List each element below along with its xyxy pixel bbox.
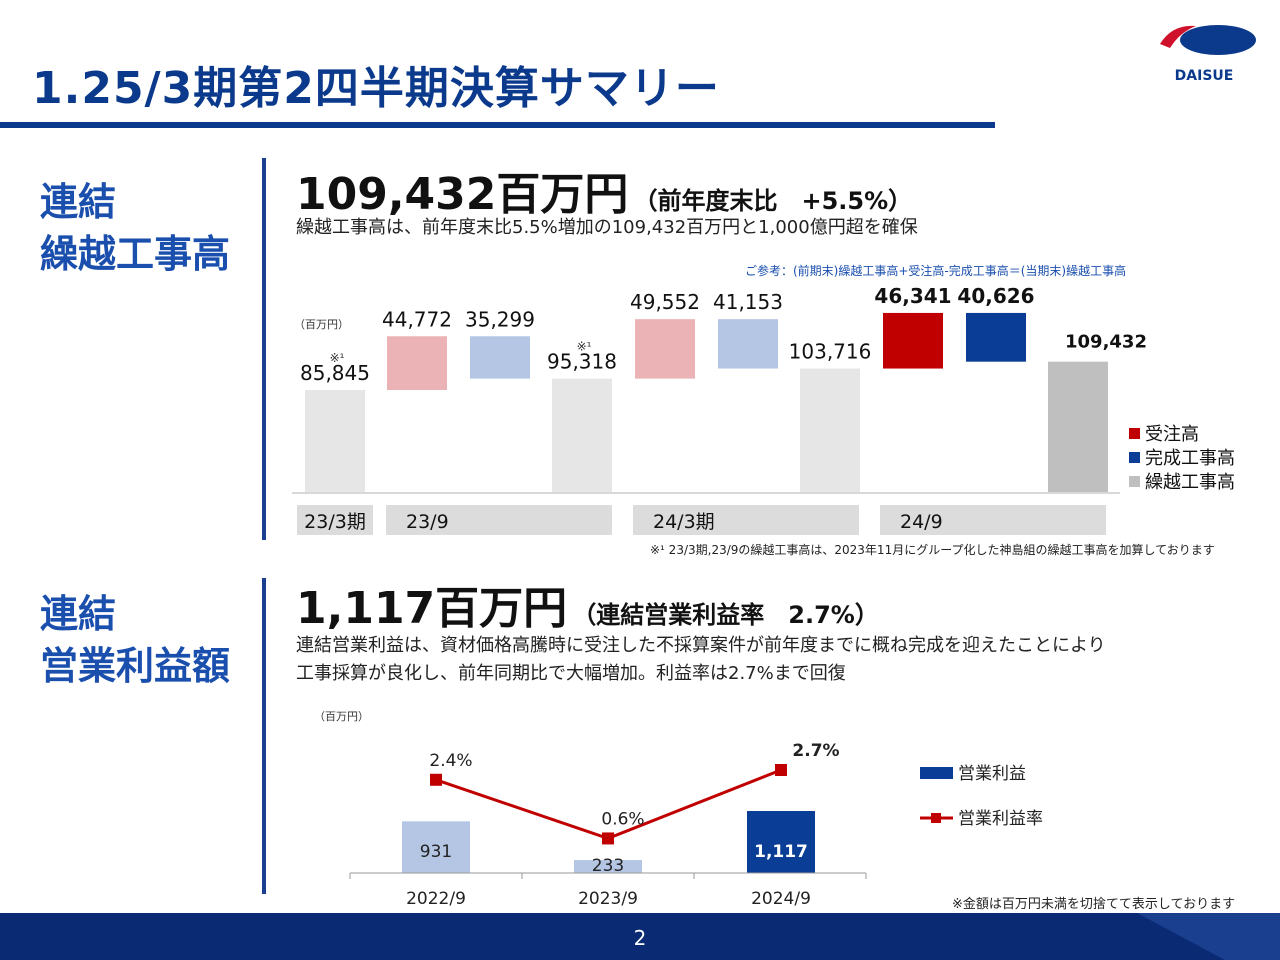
reference-formula-note: ご参考：(前期末)繰越工事高+受注高-完成工事高＝(当期末)繰越工事高 [745, 264, 1127, 278]
margin-label-2: 2.7% [792, 741, 839, 761]
profit-bar-1 [574, 860, 642, 873]
waterfall-value-label-4: 49,552 [630, 290, 700, 314]
waterfall-period-band-3 [880, 505, 1106, 535]
margin-label-1: 0.6% [601, 809, 644, 829]
waterfall-value-label-1: 44,772 [382, 307, 452, 331]
backlog-total-value: 109,432百万円 [296, 169, 629, 220]
waterfall-value-label-0: 85,845 [300, 361, 370, 385]
profit-bar-label-0: 931 [420, 842, 452, 862]
waterfall-period-label-2: 24/3期 [653, 511, 715, 533]
waterfall-value-label-3: 95,318 [547, 350, 617, 374]
waterfall-bar-backlog-9 [1048, 361, 1108, 493]
margin-marker-1 [602, 832, 614, 845]
profit-legend-label-line: 営業利益率 [958, 809, 1043, 829]
page-title: 1.25/3期第2四半期決算サマリー [32, 63, 720, 114]
waterfall-bar-completed-8 [966, 312, 1026, 362]
profit-bar-0 [402, 821, 470, 873]
section2-label-line2: 営業利益額 [40, 644, 231, 688]
margin-marker-2 [775, 764, 787, 776]
profit-legend-swatch-bar [920, 767, 953, 779]
waterfall-bar-completed-5 [718, 319, 778, 369]
waterfall-value-label-8: 40,626 [957, 284, 1034, 308]
waterfall-period-band-2 [633, 505, 859, 535]
waterfall-bar-completed-2 [470, 336, 530, 379]
waterfall-value-label-9: 109,432 [1065, 332, 1147, 353]
backlog-waterfall-chart: （百万円） 85,845※¹44,772 35,29995,318※¹49,552… [292, 284, 1235, 535]
operating-margin-note: （連結営業利益率 2.7%） [572, 601, 879, 629]
waterfall-period-label-1: 23/9 [406, 511, 449, 533]
waterfall-legend-label-0: 受注高 [1145, 424, 1199, 445]
waterfall-legend-swatch-0 [1129, 428, 1140, 439]
waterfall-bar-order-7 [883, 312, 943, 369]
logo-text: DAISUE [1175, 68, 1234, 84]
section1-headline: 109,432百万円 （前年度末比 +5.5%） [296, 158, 912, 222]
profit-bar-label-2: 1,117 [754, 842, 808, 862]
waterfall-bar-order-1 [387, 336, 447, 390]
waterfall-unit-label: （百万円） [294, 318, 349, 331]
margin-label-0: 2.4% [429, 751, 472, 771]
waterfall-bar-backlog-0 [305, 389, 365, 493]
section2-description-line1: 連結営業利益は、資材価格高騰時に受注した不採算案件が前年度までに概ね完成を迎えた… [296, 635, 1106, 656]
waterfall-legend-swatch-2 [1129, 476, 1140, 487]
margin-marker-0 [430, 773, 442, 786]
section2-headline: 1,117百万円 （連結営業利益率 2.7%） [296, 572, 879, 636]
section1-label: 連結 繰越工事高 [40, 176, 230, 280]
profit-category-label-0: 2022/9 [406, 889, 466, 909]
operating-profit-value: 1,117百万円 [296, 583, 568, 634]
waterfall-period-band-1 [386, 505, 612, 535]
logo-red-swoosh [1160, 25, 1196, 48]
profit-bar-label-1: 233 [592, 856, 624, 876]
section2-description: 連結営業利益は、資材価格高騰時に受注した不採算案件が前年度までに概ね完成を迎えた… [296, 632, 1106, 688]
profit-bar-2 [747, 811, 815, 873]
section1-description: 繰越工事高は、前年度末比5.5%増加の109,432百万円と1,000億円超を確… [296, 217, 918, 238]
profit-category-label-2: 2024/9 [751, 889, 811, 909]
waterfall-legend-swatch-1 [1129, 452, 1140, 463]
waterfall-period-band-0 [297, 505, 373, 535]
profit-legend-marker [931, 813, 941, 823]
backlog-growth-note: （前年度末比 +5.5%） [633, 187, 913, 215]
backlog-footnote: ※¹ 23/3期,23/9の繰越工事高は、2023年11月にグループ化した神島組… [650, 543, 1215, 557]
waterfall-legend-label-1: 完成工事高 [1145, 448, 1235, 469]
waterfall-bar-backlog-3 [552, 378, 612, 493]
profit-category-label-1: 2023/9 [578, 889, 638, 909]
profit-legend-label-bar: 営業利益 [958, 764, 1026, 784]
waterfall-period-label-0: 23/3期 [304, 511, 366, 533]
section1-divider [262, 158, 266, 540]
waterfall-legend-label-2: 繰越工事高 [1145, 472, 1235, 493]
waterfall-value-label-7: 46,341 [874, 284, 951, 308]
operating-profit-chart: （百万円） 931 233 1,117 2022/9 2023/9 2024/9 2.4… [314, 710, 1043, 909]
waterfall-bar-backlog-6 [800, 368, 860, 493]
waterfall-period-label-3: 24/9 [900, 511, 943, 533]
waterfall-note-mark-0: ※¹ [330, 351, 345, 365]
waterfall-value-label-2: 35,299 [465, 307, 535, 331]
section2-label-line1: 連結 [40, 592, 117, 636]
footer-bar [0, 913, 1280, 960]
company-logo: DAISUE [1150, 18, 1260, 88]
page-number: 2 [633, 926, 647, 950]
section1-label-line1: 連結 [40, 180, 117, 224]
section1-label-line2: 繰越工事高 [40, 232, 231, 276]
waterfall-note-mark-3: ※¹ [577, 340, 592, 354]
logo-blue-ellipse [1180, 25, 1256, 55]
section2-description-line2: 工事採算が良化し、前年同期比で大幅増加。利益率は2.7%まで回復 [296, 663, 846, 684]
waterfall-value-label-6: 103,716 [789, 340, 872, 364]
section2-divider [262, 578, 266, 894]
waterfall-value-label-5: 41,153 [713, 290, 783, 314]
title-underline [0, 122, 995, 128]
amount-truncation-note: ※金額は百万円未満を切捨てて表示しております [952, 897, 1236, 912]
waterfall-bar-order-4 [635, 319, 695, 379]
section2-label: 連結 営業利益額 [40, 588, 230, 692]
profit-unit-label: （百万円） [314, 710, 369, 723]
